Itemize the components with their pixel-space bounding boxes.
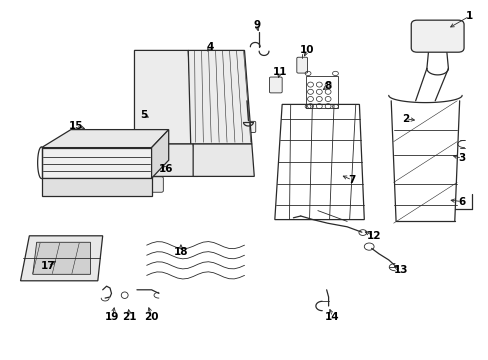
Text: 12: 12 [366, 231, 381, 241]
Text: 2: 2 [402, 114, 408, 124]
Polygon shape [134, 50, 193, 144]
Text: 13: 13 [393, 265, 407, 275]
Text: 8: 8 [324, 81, 330, 91]
Polygon shape [20, 236, 102, 281]
Text: 4: 4 [206, 42, 214, 52]
Text: 15: 15 [68, 121, 83, 131]
Polygon shape [188, 50, 251, 144]
Polygon shape [41, 130, 168, 148]
FancyBboxPatch shape [269, 77, 282, 93]
Text: 1: 1 [465, 11, 472, 21]
Text: 5: 5 [141, 110, 147, 120]
Text: 10: 10 [299, 45, 313, 55]
Text: 14: 14 [325, 312, 339, 322]
Polygon shape [33, 242, 90, 274]
FancyBboxPatch shape [144, 177, 163, 192]
Bar [305, 76, 337, 108]
Text: 19: 19 [105, 312, 120, 322]
Text: 17: 17 [41, 261, 55, 271]
Polygon shape [193, 144, 254, 176]
Polygon shape [151, 130, 168, 178]
Text: 20: 20 [144, 312, 159, 322]
Text: 3: 3 [458, 153, 465, 163]
Text: 6: 6 [458, 197, 465, 207]
Text: 9: 9 [253, 20, 260, 30]
Polygon shape [134, 144, 198, 176]
Text: 18: 18 [173, 247, 188, 257]
FancyBboxPatch shape [296, 57, 307, 73]
FancyBboxPatch shape [241, 121, 255, 132]
Text: 21: 21 [122, 312, 137, 322]
Polygon shape [41, 178, 151, 196]
FancyBboxPatch shape [410, 20, 463, 52]
Text: 7: 7 [347, 175, 355, 185]
Polygon shape [41, 148, 151, 178]
Text: 16: 16 [159, 164, 173, 174]
Text: 11: 11 [272, 67, 286, 77]
